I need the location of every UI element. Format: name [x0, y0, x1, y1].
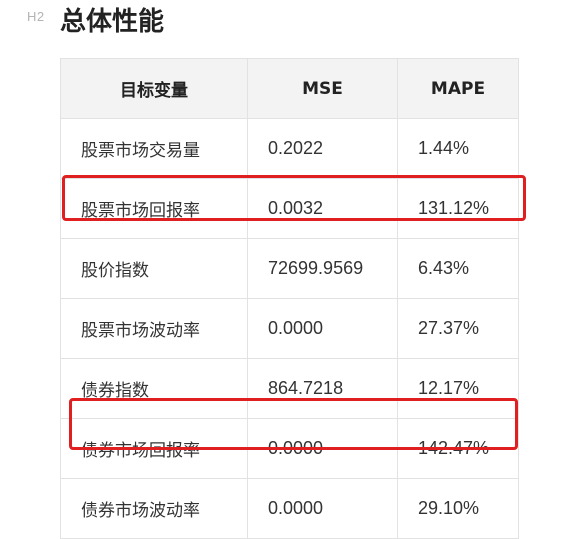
- cell-mse: 0.2022: [247, 118, 398, 179]
- table-row: 股价指数 72699.9569 6.43%: [60, 238, 519, 299]
- cell-mape: 131.12%: [397, 178, 519, 239]
- cell-mse: 0.0000: [247, 418, 398, 479]
- table-row: 债券市场回报率 0.0000 142.47%: [60, 418, 519, 479]
- header-mse: MSE: [247, 58, 398, 119]
- cell-mse: 0.0000: [247, 478, 398, 539]
- cell-variable: 股票市场交易量: [60, 118, 248, 179]
- page-title: 总体性能: [60, 7, 165, 37]
- header-mape: MAPE: [397, 58, 519, 119]
- cell-mape: 29.10%: [397, 478, 519, 539]
- table-header-row: 目标变量 MSE MAPE: [60, 58, 519, 119]
- header-target-variable: 目标变量: [60, 58, 248, 119]
- cell-mape: 12.17%: [397, 358, 519, 419]
- table-row: 股票市场交易量 0.2022 1.44%: [60, 118, 519, 179]
- cell-mse: 0.0032: [247, 178, 398, 239]
- cell-mape: 142.47%: [397, 418, 519, 479]
- cell-mape: 1.44%: [397, 118, 519, 179]
- heading-level-marker: H2: [27, 9, 45, 24]
- cell-variable: 债券市场波动率: [60, 478, 248, 539]
- table-row: 债券指数 864.7218 12.17%: [60, 358, 519, 419]
- cell-variable: 债券市场回报率: [60, 418, 248, 479]
- cell-mse: 864.7218: [247, 358, 398, 419]
- cell-variable: 债券指数: [60, 358, 248, 419]
- table-row: 股票市场波动率 0.0000 27.37%: [60, 298, 519, 359]
- cell-mape: 6.43%: [397, 238, 519, 299]
- cell-variable: 股票市场波动率: [60, 298, 248, 359]
- cell-variable: 股票市场回报率: [60, 178, 248, 239]
- cell-variable: 股价指数: [60, 238, 248, 299]
- section-heading: H2 总体性能: [0, 0, 561, 46]
- performance-table: 目标变量 MSE MAPE 股票市场交易量 0.2022 1.44% 股票市场回…: [60, 58, 519, 539]
- table-row: 债券市场波动率 0.0000 29.10%: [60, 478, 519, 539]
- cell-mse: 0.0000: [247, 298, 398, 359]
- cell-mse: 72699.9569: [247, 238, 398, 299]
- table-row: 股票市场回报率 0.0032 131.12%: [60, 178, 519, 239]
- cell-mape: 27.37%: [397, 298, 519, 359]
